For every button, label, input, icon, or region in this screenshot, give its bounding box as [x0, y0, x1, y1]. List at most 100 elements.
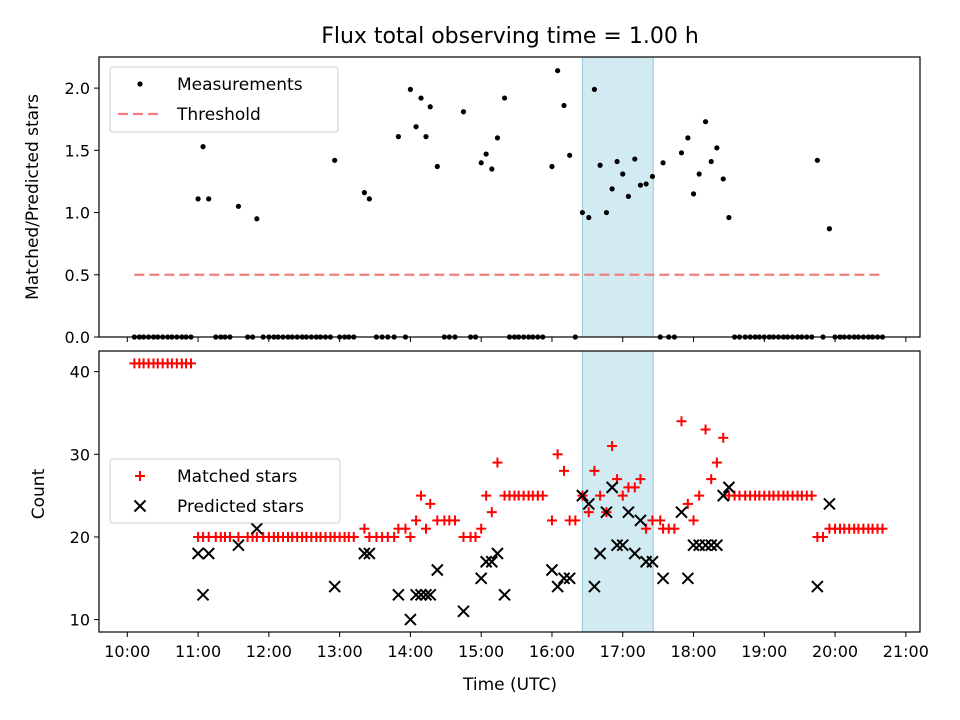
x-stroke-b	[588, 580, 601, 593]
measurement-point	[814, 157, 820, 163]
predicted-star-point	[457, 605, 470, 618]
measurement-point	[434, 163, 440, 170]
measurement-point	[489, 166, 495, 172]
x-tick-label: 10:00	[104, 642, 150, 661]
x-stroke-b	[491, 547, 504, 560]
top-panel: 0.0 0.5 1.0 1.5 2.0 Measurements Threshold	[65, 56, 921, 347]
predicted-star-point	[600, 505, 613, 519]
x-tick-label: 19:00	[741, 642, 787, 661]
top-legend: Measurements Threshold	[109, 66, 339, 133]
x-stroke-b	[646, 555, 659, 568]
legend-predicted-marker-b	[133, 499, 147, 513]
measurement-point	[678, 150, 685, 156]
measurement-point	[418, 95, 424, 101]
x-stroke-b	[628, 547, 641, 560]
x-stroke-b	[409, 588, 423, 602]
matched-star-point	[558, 465, 569, 476]
x-stroke-b	[582, 497, 595, 511]
matched-star-point	[481, 490, 492, 501]
x-stroke-b	[656, 572, 670, 585]
predicted-star-point	[811, 580, 824, 593]
measurement-point	[478, 160, 484, 166]
x-stroke-b	[634, 514, 647, 527]
measurement-point	[696, 171, 702, 177]
predicted-star-point	[646, 555, 659, 568]
x-stroke-b	[191, 547, 205, 560]
x-stroke-b	[610, 539, 624, 552]
matched-star-point	[570, 515, 581, 526]
x-stroke-b	[675, 505, 688, 519]
measurement-point	[235, 203, 242, 209]
x-tick-label: 12:00	[246, 642, 292, 661]
matched-star-point	[400, 523, 411, 534]
predicted-star-point	[250, 522, 264, 535]
predicted-star-point	[576, 489, 589, 502]
x-stroke-b	[424, 588, 437, 602]
predicted-star-point	[358, 547, 371, 560]
predicted-star-point	[424, 588, 437, 602]
measurement-point	[460, 109, 467, 115]
matched-star-point	[492, 457, 503, 468]
legend-measurements-marker	[137, 81, 143, 87]
predicted-star-point	[474, 572, 488, 585]
predicted-star-point	[722, 481, 736, 494]
predicted-star-point	[414, 588, 428, 602]
measurement-point	[494, 135, 501, 141]
x-stroke-b	[557, 572, 571, 585]
predicted-star-point	[705, 539, 718, 552]
bottom-legend-label: Predicted stars	[177, 497, 304, 517]
matched-star-point	[682, 498, 693, 509]
x-stroke-b	[823, 497, 836, 511]
predicted-star-point	[404, 613, 417, 626]
bottom-panel: 10:00 11:00 12:00 13:00 14:00 15:00 16:00 17:00…	[70, 350, 929, 661]
measurement-point	[637, 182, 644, 188]
bottom-y-tick-label: 20	[70, 528, 90, 547]
matched-star-point	[877, 523, 888, 534]
predicted-star-point	[717, 489, 730, 502]
measurement-point	[586, 214, 592, 221]
measurement-point	[603, 209, 610, 216]
matched-star-point	[669, 523, 680, 534]
bottom-y-tick-label: 40	[70, 363, 90, 382]
predicted-star-point	[363, 547, 376, 560]
predicted-star-point	[681, 572, 695, 585]
bottom-axes-frame	[98, 350, 921, 633]
measurement-point	[555, 68, 561, 74]
predicted-star-point	[622, 505, 635, 519]
x-tick-label: 14:00	[387, 642, 433, 661]
measurement-point	[649, 173, 656, 180]
x-stroke-b	[363, 547, 376, 560]
figure-title: Flux total observing time = 1.00 h	[321, 24, 699, 49]
x-stroke-b	[479, 555, 493, 568]
matched-star-point	[359, 523, 370, 534]
measurement-point	[826, 226, 833, 232]
x-tick-label: 21:00	[883, 642, 929, 661]
predicted-star-point	[545, 563, 559, 577]
matched-star-point	[706, 474, 717, 485]
predicted-star-point	[616, 539, 629, 552]
measurement-point	[567, 152, 573, 158]
measurement-point	[206, 196, 212, 202]
bottom-y-tick-label: 10	[70, 611, 90, 630]
predicted-star-point	[202, 547, 215, 560]
measurement-point	[200, 144, 206, 150]
predicted-star-point	[491, 547, 504, 560]
matched-star-point	[711, 457, 722, 468]
matched-star-point	[389, 531, 400, 542]
matched-star-point	[655, 515, 666, 526]
measurement-point	[579, 209, 585, 216]
x-stroke-b	[457, 605, 470, 618]
measurement-point	[614, 158, 620, 165]
x-stroke-b	[722, 481, 736, 494]
predicted-star-point	[610, 539, 624, 552]
x-stroke-b	[622, 505, 635, 519]
measurement-point	[561, 102, 567, 109]
predicted-star-point	[699, 539, 712, 552]
measurement-point	[549, 163, 555, 170]
x-stroke-b	[699, 539, 712, 552]
predicted-star-point	[588, 580, 601, 593]
x-stroke-b	[710, 539, 724, 552]
predicted-star-point	[593, 547, 607, 560]
matched-star-point	[583, 507, 594, 518]
matched-star-point	[552, 449, 563, 460]
